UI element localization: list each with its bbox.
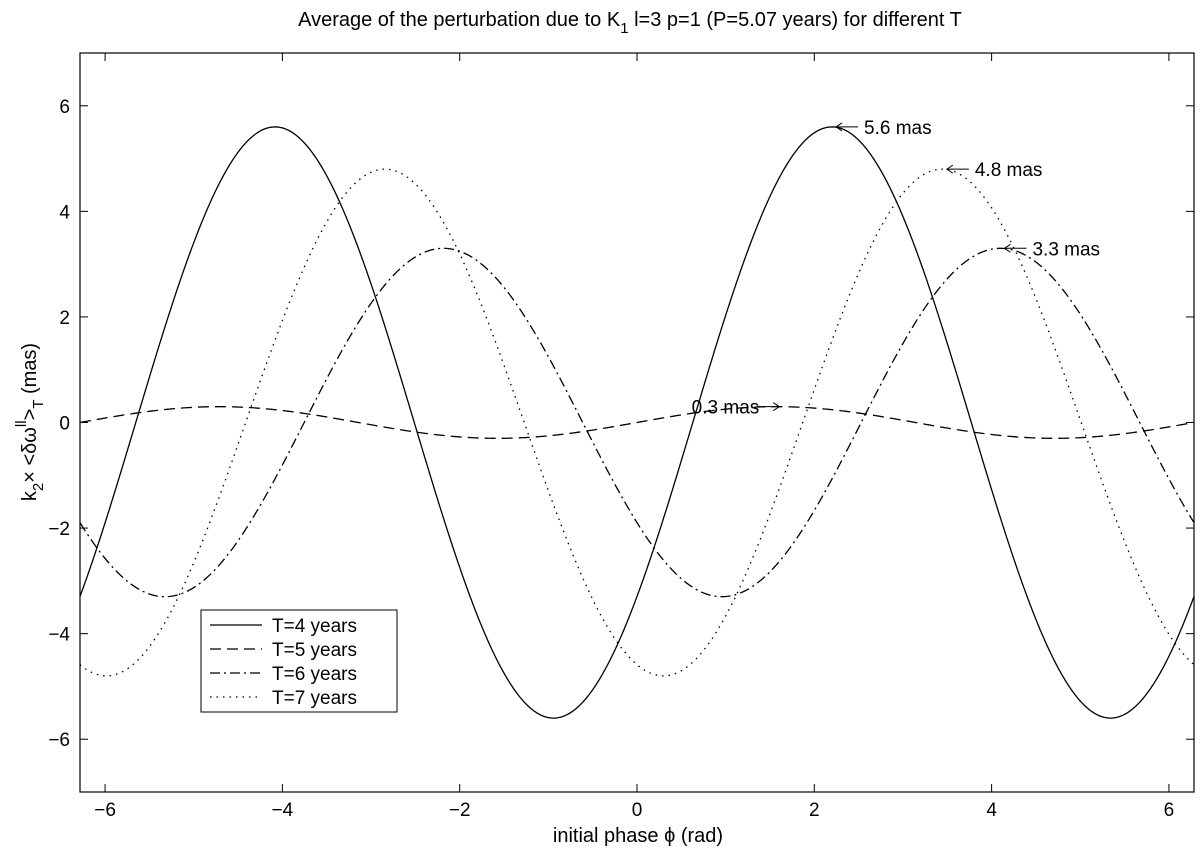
x-tick-label: 0	[632, 800, 643, 821]
legend-items: T=4 years T=5 years T=6 years T=7 years	[210, 616, 357, 709]
x-axis-label: initial phase ϕ (rad)	[553, 825, 723, 847]
y-tick-label: 4	[59, 202, 70, 223]
series-line	[79, 126, 1195, 719]
y-axis-label: k2× <δωll>T (mas)	[13, 343, 47, 501]
x-tick-label: 2	[809, 800, 820, 821]
x-tick-label: −4	[272, 800, 294, 821]
annotation-label: 0.3 mas	[692, 398, 760, 419]
annotation-arrowhead	[945, 164, 954, 174]
x-tick-label: 4	[986, 800, 997, 821]
plot-frame	[79, 52, 1195, 793]
annotation-label: 4.8 mas	[975, 160, 1043, 181]
legend-box	[200, 609, 398, 713]
series-line	[79, 406, 1195, 439]
y-tick-label: −2	[48, 519, 70, 540]
annotation-label: 5.6 mas	[864, 118, 932, 139]
annotation: 3.3 mas	[1003, 239, 1100, 260]
x-tick-label: 6	[1164, 800, 1175, 821]
legend: T=4 years T=5 years T=6 years T=7 years	[200, 609, 398, 713]
legend-label: T=4 years	[272, 616, 357, 637]
y-tick-label: 2	[59, 308, 70, 329]
annotation-label: 3.3 mas	[1032, 239, 1100, 260]
x-tick-label: −2	[449, 800, 471, 821]
x-tick-label: −6	[94, 800, 116, 821]
y-tick-label: −6	[48, 730, 70, 751]
annotation: 4.8 mas	[945, 160, 1043, 181]
y-tick-label: 0	[59, 414, 70, 435]
y-tick-label: 6	[59, 97, 70, 118]
axis-ticks: −6 −4 −2 0 2 4 6 −6 −4 −2 0 2 4 6	[48, 53, 1194, 821]
legend-label: T=5 years	[272, 640, 357, 661]
annotation: 5.6 mas	[835, 118, 932, 139]
legend-label: T=6 years	[272, 664, 357, 685]
annotation-arrowhead	[835, 122, 843, 132]
annotation-arrowhead	[772, 402, 781, 412]
annotation-arrowhead	[1003, 243, 1011, 253]
chart-title: Average of the perturbation due to K1 l=…	[298, 9, 962, 37]
y-tick-label: −4	[48, 625, 70, 646]
annotation: 0.3 mas	[692, 398, 781, 419]
legend-label: T=7 years	[272, 688, 357, 709]
annotation-layer: 5.6 mas 4.8 mas 3.3 mas 0.3 mas	[692, 118, 1100, 419]
series-line	[79, 247, 1195, 598]
series-layer	[79, 126, 1195, 719]
